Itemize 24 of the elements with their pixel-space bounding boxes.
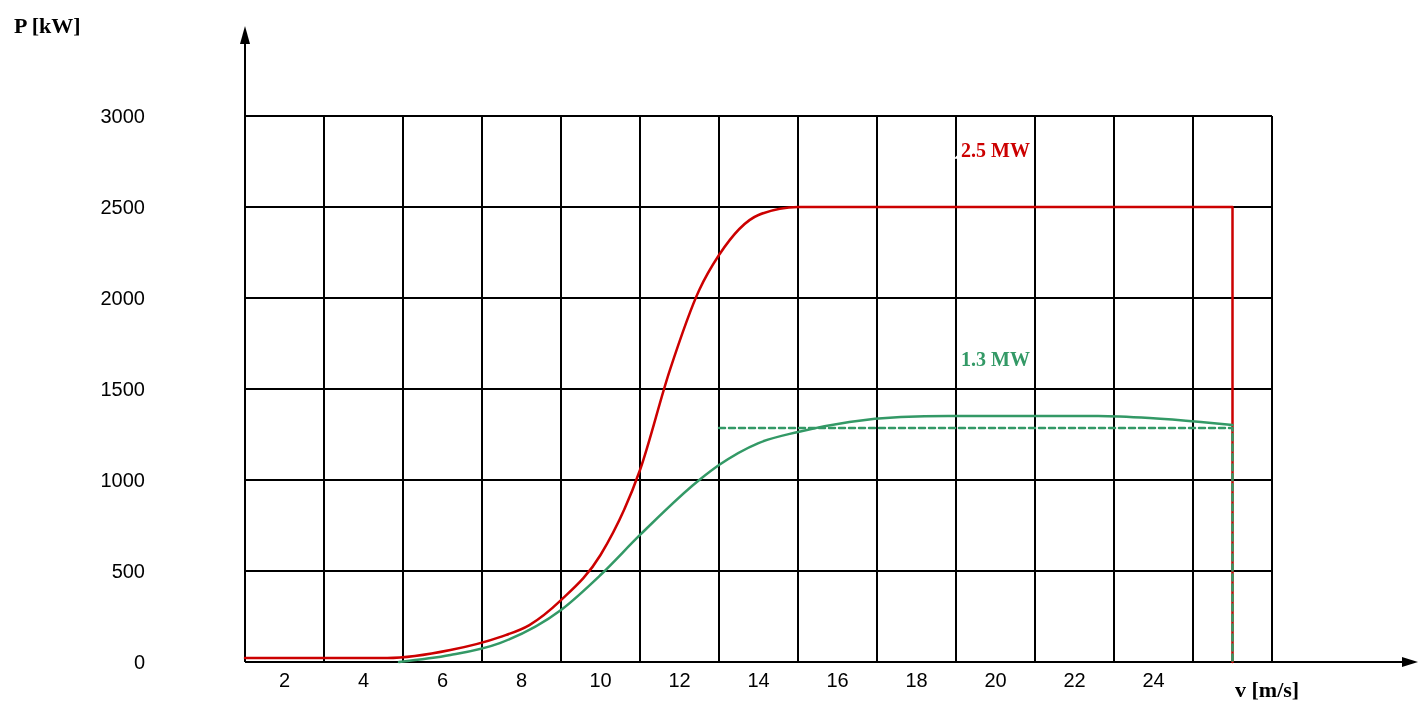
x-axis-title: v [m/s] (1235, 677, 1300, 702)
x-tick-label: 20 (984, 669, 1007, 691)
x-tick-label: 2 (278, 669, 291, 691)
text: 2.5 MW (961, 139, 1030, 161)
y-axis-title: P [kW] (14, 13, 81, 38)
x-tick-label: 6 (436, 669, 449, 691)
x-tick-label: 8 (515, 669, 528, 691)
y-tick-label: 3000 (100, 105, 145, 127)
y-tick-label: 2500 (100, 196, 145, 218)
y-tick-label: 1500 (100, 378, 145, 400)
y-tick-label: 2000 (100, 287, 145, 309)
x-tick-label: 22 (1063, 669, 1086, 691)
y-tick-label: 500 (111, 560, 145, 582)
x-tick-label: 24 (1142, 669, 1165, 691)
text: 1.3 MW (961, 347, 1030, 370)
x-tick-label: 18 (905, 669, 928, 691)
x-tick-label: 16 (826, 669, 849, 691)
y-tick-label: 1000 (100, 469, 145, 491)
line-series (397, 414, 1234, 664)
x-tick-label: 14 (747, 669, 770, 691)
x-tick-label: 4 (357, 669, 370, 691)
x-tick-label: 12 (668, 669, 691, 691)
y-tick-label: 0 (133, 651, 145, 673)
x-tick-label: 10 (589, 669, 612, 691)
